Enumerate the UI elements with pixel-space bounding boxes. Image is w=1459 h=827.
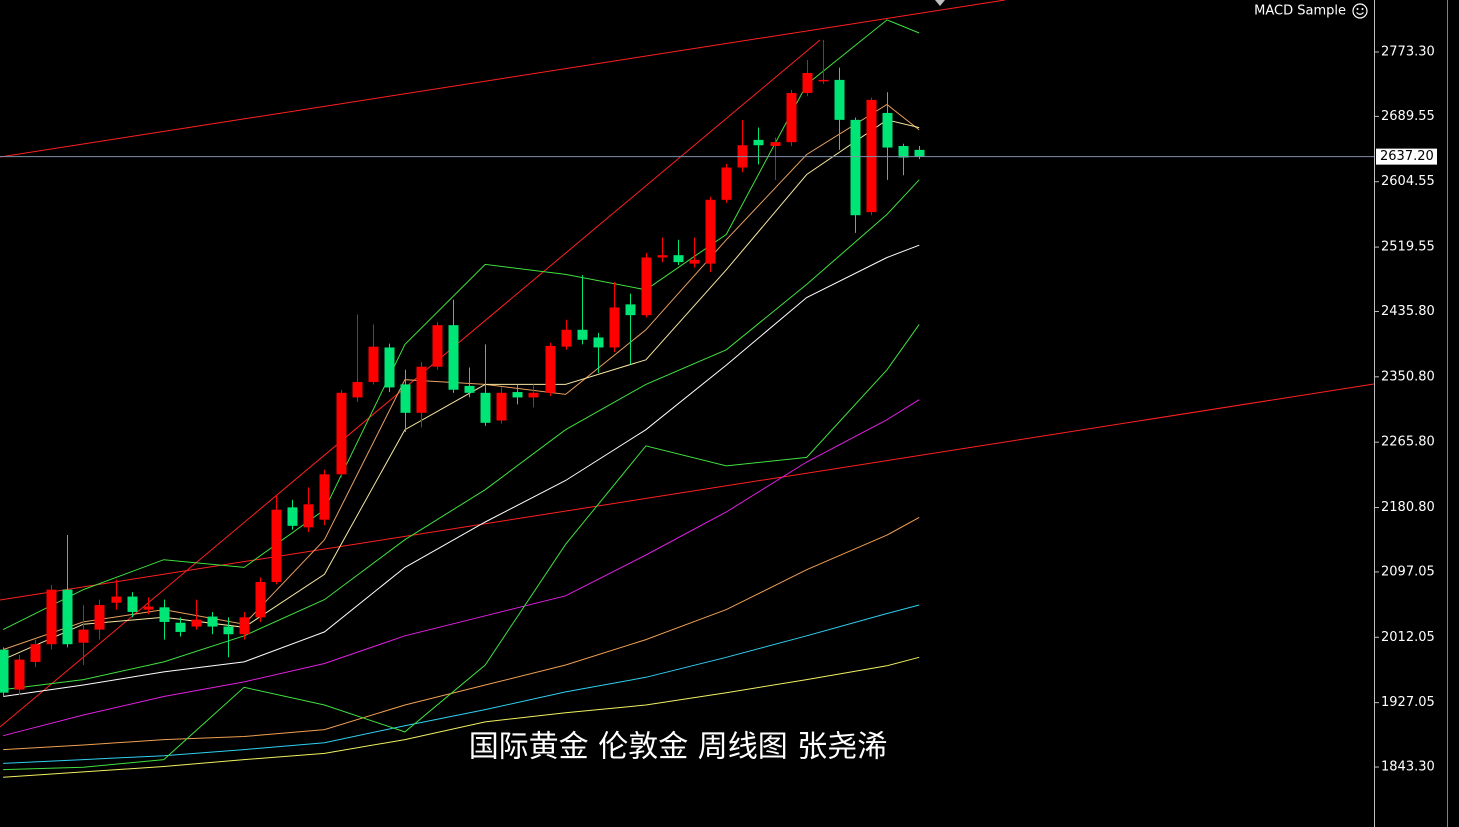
candle-body — [914, 149, 925, 157]
y-tick-label: 2350.80 — [1381, 369, 1435, 384]
candle-body — [78, 629, 89, 643]
indicator-line — [3, 656, 920, 778]
current-price-label: 2637.20 — [1380, 149, 1434, 164]
current-price-box — [1376, 148, 1437, 165]
candle-body — [657, 255, 668, 258]
shift-marker — [935, 0, 945, 6]
candle-body — [0, 649, 9, 693]
candle-body — [641, 257, 652, 316]
candle-body — [111, 596, 122, 603]
candle-body — [175, 622, 186, 632]
candle-body — [593, 337, 604, 348]
indicator-name: MACD Sample — [1254, 4, 1346, 19]
candle-body — [753, 139, 764, 146]
indicator-line — [2, 399, 920, 737]
candle-body — [239, 617, 250, 635]
candle-body — [46, 589, 57, 645]
candle-body — [94, 605, 105, 630]
annotation: 国际黄金 伦敦金 周线图 张尧浠 — [469, 730, 888, 765]
candle-body — [30, 644, 41, 662]
candle-body — [770, 142, 781, 147]
y-tick-label: 2012.05 — [1381, 630, 1435, 645]
candle-body — [689, 259, 700, 264]
y-tick-label: 2689.55 — [1381, 109, 1435, 124]
candle-body — [159, 607, 170, 622]
y-tick-label: 2604.55 — [1381, 174, 1435, 189]
candle-body — [62, 589, 73, 645]
candle-body — [287, 507, 298, 526]
candle-body — [882, 112, 893, 148]
y-tick-label: 2180.80 — [1381, 500, 1435, 515]
candle-body — [384, 347, 395, 388]
y-tick-label: 2265.80 — [1381, 435, 1435, 450]
candle-body — [818, 79, 829, 82]
candle-body — [448, 325, 459, 390]
candle-body — [528, 392, 539, 398]
candle-body — [721, 167, 732, 200]
indicator-line — [3, 324, 920, 771]
candle-body — [352, 382, 363, 398]
indicator-line — [3, 179, 920, 691]
candle-body — [319, 474, 330, 520]
y-tick-label: 2519.55 — [1381, 240, 1435, 255]
candle-body — [271, 509, 282, 582]
candle-body — [207, 616, 218, 627]
indicator-line — [3, 244, 920, 697]
candle-body — [625, 304, 636, 316]
candle-body — [303, 504, 314, 528]
candle-body — [191, 619, 202, 627]
trend-line — [0, 39, 821, 728]
candle-body — [545, 345, 556, 393]
candle-body — [480, 392, 491, 423]
y-tick-label: 2435.80 — [1381, 304, 1435, 319]
y-tick-label: 1927.05 — [1381, 695, 1435, 710]
y-tick-label: 2097.05 — [1381, 564, 1435, 579]
candle-body — [127, 596, 138, 612]
candle-body — [898, 146, 909, 158]
candle-body — [464, 385, 475, 393]
indicator-line — [3, 604, 920, 764]
candle-body — [512, 392, 523, 398]
candle-body — [577, 329, 588, 340]
smiley-icon — [1352, 3, 1368, 19]
candle-body — [705, 199, 716, 264]
candle-body — [143, 606, 154, 610]
plot-area — [0, 0, 1375, 778]
candle-body — [866, 99, 877, 213]
candle-body — [255, 581, 266, 618]
indicator-line — [3, 516, 920, 751]
candle-body — [561, 329, 572, 347]
y-tick-label: 1843.30 — [1381, 760, 1435, 775]
candle-body — [368, 346, 379, 383]
candle-body — [802, 72, 813, 93]
candle-body — [834, 79, 845, 120]
candle-body — [786, 92, 797, 143]
candle-body — [416, 366, 427, 413]
candle-body — [14, 659, 25, 690]
trend-line — [0, 0, 1006, 158]
candle-body — [400, 384, 411, 413]
candle-body — [609, 307, 620, 348]
candle-body — [850, 119, 861, 216]
candle-body — [496, 392, 507, 421]
y-tick-label: 2773.30 — [1381, 44, 1435, 59]
candle-body — [432, 325, 443, 367]
candle-body — [223, 626, 234, 635]
trend-line — [0, 383, 1375, 601]
candle-body — [336, 392, 347, 475]
candle-body — [673, 255, 684, 263]
